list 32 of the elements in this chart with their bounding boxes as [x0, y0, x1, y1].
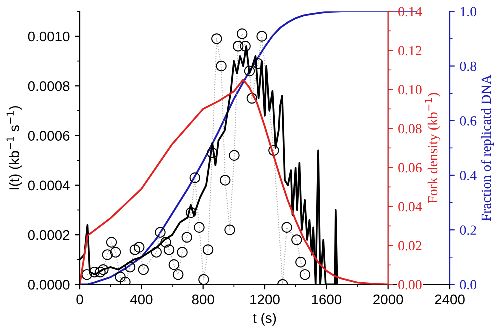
y2-tick-label: 0.02 — [398, 241, 422, 251]
x-tick-label: 2000 — [374, 294, 404, 305]
point — [240, 41, 251, 52]
y3-tick-label: 0.6 — [460, 116, 477, 126]
y3-axis-title: Fraction of replicatd DNA — [481, 74, 494, 222]
x-tick-label: 2400 — [435, 294, 465, 305]
x-tick-label: 400 — [130, 294, 153, 305]
y3-tick-label: 0.0 — [460, 280, 477, 290]
y3-tick-label: 0.2 — [460, 226, 476, 236]
y-tick-label: 0.0000 — [28, 280, 70, 290]
y3-tick-label: 1.0 — [460, 7, 477, 17]
x-axis-title: t (s) — [253, 312, 276, 326]
y2-tick-label: 0.08 — [398, 124, 422, 134]
y-tick-label: 0.0006 — [28, 131, 70, 141]
x-tick-label: 1600 — [312, 294, 342, 305]
y2-tick-label: 0.00 — [398, 280, 422, 290]
x-tick-label: 0 — [76, 294, 84, 305]
y-tick-label: 0.0002 — [28, 230, 70, 240]
y-axis-title: I(t) (kb$^{−1}$ s$^{−1}$) — [6, 106, 22, 190]
y2-tick-label: 0.04 — [398, 202, 422, 212]
y3-tick-label: 0.8 — [460, 62, 477, 72]
point — [98, 264, 109, 276]
y2-tick-label: 0.10 — [398, 85, 422, 95]
y-tick-label: 0.0004 — [28, 180, 70, 191]
y-tick-label: 0.0008 — [28, 81, 70, 92]
y-tick-label: 0.0010 — [28, 32, 70, 42]
x-tick-label: 800 — [192, 294, 214, 305]
x-tick-label: 1200 — [250, 294, 280, 305]
y2-axis-title: Fork density (kb$^{−1}$) — [425, 93, 441, 204]
y3-tick-label: 0.4 — [460, 171, 477, 181]
y2-tick-label: 0.06 — [398, 163, 422, 173]
y2-tick-label: 0.12 — [398, 46, 422, 56]
